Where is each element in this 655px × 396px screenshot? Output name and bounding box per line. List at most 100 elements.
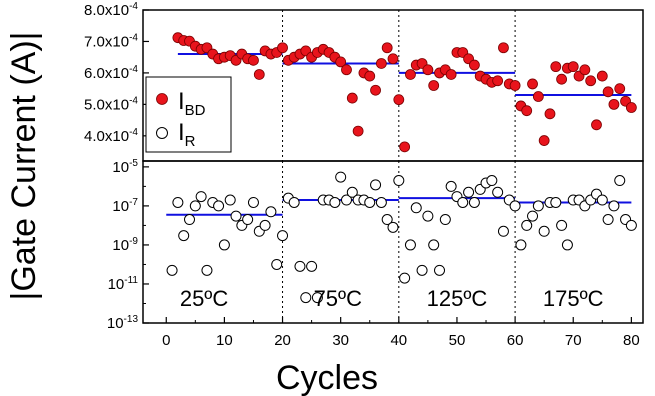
ir-point xyxy=(538,225,550,237)
ir-point xyxy=(445,180,457,192)
ir-point xyxy=(608,200,620,212)
x-tick-label: 10 xyxy=(216,332,233,349)
bottom-y-tick-label: 10-11 xyxy=(108,275,139,293)
ir-point xyxy=(201,264,213,276)
x-tick-label: 30 xyxy=(332,332,349,349)
ir-point xyxy=(265,206,277,218)
ibd-point xyxy=(567,61,579,73)
ir-point xyxy=(294,260,306,272)
ir-point xyxy=(259,219,271,231)
ibd-point xyxy=(468,59,480,71)
x-axis: 0 10 20 30 40 50 60 70 80 xyxy=(162,317,640,349)
x-tick-label: 0 xyxy=(162,332,170,349)
ir-point xyxy=(370,179,382,191)
ibd-point xyxy=(596,70,608,82)
ibd-point xyxy=(544,108,556,120)
ibd-point xyxy=(381,42,393,54)
ibd-point xyxy=(253,69,265,80)
top-ibd-points xyxy=(172,32,637,153)
ibd-point xyxy=(422,64,434,76)
ir-point xyxy=(247,196,259,208)
ir-point xyxy=(410,202,422,214)
ibd-point xyxy=(498,42,509,54)
ir-point xyxy=(375,196,387,208)
ir-point xyxy=(178,230,190,242)
ir-point xyxy=(614,175,626,187)
ibd-point xyxy=(521,105,533,117)
ir-point xyxy=(428,239,440,251)
temperature-label: 75ºC xyxy=(314,286,363,311)
ir-point xyxy=(195,191,207,203)
ibd-point xyxy=(405,69,416,80)
ir-point xyxy=(381,214,393,226)
bottom-y-tick-label: 10-13 xyxy=(107,314,139,332)
ir-point xyxy=(486,175,498,187)
x-tick-label: 40 xyxy=(390,332,407,349)
ir-point xyxy=(527,210,539,222)
ir-point xyxy=(596,194,608,206)
ir-point xyxy=(509,200,521,212)
ir-point xyxy=(399,272,411,284)
ir-point xyxy=(346,186,358,198)
ibd-point xyxy=(335,56,347,68)
ir-point xyxy=(457,196,469,208)
ir-point xyxy=(300,292,312,304)
ir-point xyxy=(230,210,242,222)
ir-point xyxy=(166,264,178,276)
temperature-label: 125ºC xyxy=(427,286,488,311)
ibd-point xyxy=(527,78,538,90)
ibd-point xyxy=(492,75,504,87)
ibd-point xyxy=(591,119,602,131)
top-panel: 4.0x10-4 5.0x10-4 6.0x10-4 7.0x10-4 8.0x10-4… xyxy=(84,1,644,162)
ibd-point xyxy=(364,70,376,82)
ibd-point xyxy=(428,80,440,91)
ibd-point xyxy=(614,83,626,95)
x-axis-title: Cycles xyxy=(276,359,378,396)
ibd-point xyxy=(532,91,544,102)
ir-point xyxy=(416,264,428,276)
ir-point xyxy=(532,200,544,212)
y-axis-title: |Gate Current (A)| xyxy=(5,32,43,301)
ir-point xyxy=(242,214,254,226)
ir-point xyxy=(515,239,527,251)
top-y-axis: 4.0x10-4 5.0x10-4 6.0x10-4 7.0x10-4 8.0x10-4 xyxy=(84,1,149,145)
ir-point xyxy=(439,214,451,226)
ir-point xyxy=(492,186,504,198)
bottom-y-tick-label: 10-9 xyxy=(112,236,138,254)
ibd-point xyxy=(346,92,358,104)
bottom-cycle-dividers xyxy=(282,161,516,323)
ir-point xyxy=(184,214,196,226)
ir-point xyxy=(288,196,300,208)
legend-ibd-label: IBD xyxy=(178,88,206,119)
ir-point xyxy=(468,196,480,208)
ir-point xyxy=(311,292,323,304)
ibd-point xyxy=(387,53,399,65)
x-tick-label: 70 xyxy=(565,332,582,349)
temperature-label: 175ºC xyxy=(543,286,604,311)
ir-point xyxy=(625,219,637,231)
x-tick-label: 80 xyxy=(623,332,640,349)
legend: IBD IR xyxy=(145,76,232,153)
ibd-point xyxy=(585,75,597,87)
ir-point xyxy=(561,239,573,251)
ir-point xyxy=(335,171,347,183)
ibd-point xyxy=(399,141,411,153)
ir-point xyxy=(393,175,405,187)
ibd-point xyxy=(341,64,352,76)
bottom-y-tick-label: 10-5 xyxy=(112,158,138,176)
top-y-tick-label: 6.0x10-4 xyxy=(84,64,138,82)
temperature-label: 25ºC xyxy=(180,286,229,311)
legend-frame xyxy=(145,76,232,153)
ibd-point xyxy=(370,84,381,96)
ibd-point xyxy=(538,135,550,146)
ir-point xyxy=(387,221,399,233)
ir-point xyxy=(218,239,230,251)
ibd-point xyxy=(608,98,620,110)
ibd-point xyxy=(509,80,521,91)
bottom-panel: 10-5 10-7 10-9 10-11 10-13 25ºC 75ºC 125ºC 175º… xyxy=(107,158,644,332)
top-y-tick-label: 4.0x10-4 xyxy=(84,127,138,145)
ibd-point xyxy=(277,42,288,54)
ir-point xyxy=(497,225,509,237)
ir-point xyxy=(364,196,376,208)
